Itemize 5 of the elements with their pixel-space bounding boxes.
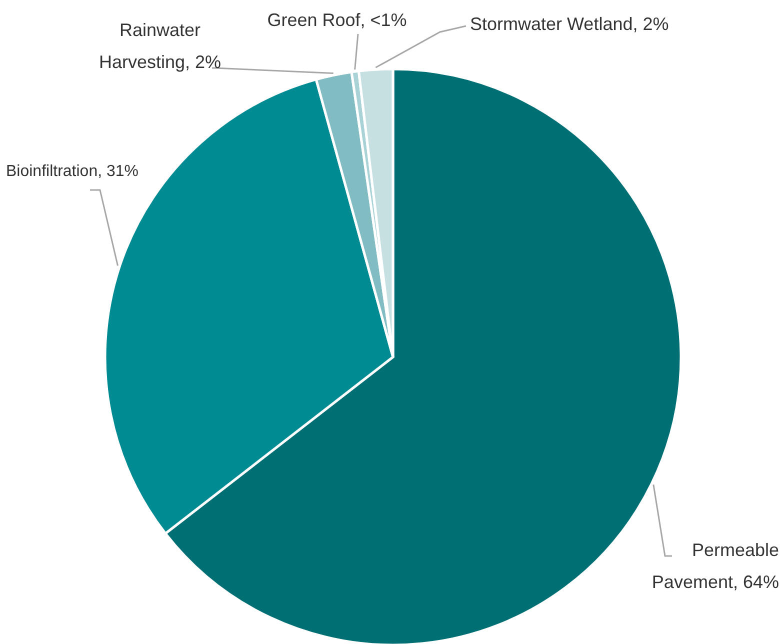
slice-label: Permeable Pavement, 64% bbox=[652, 540, 779, 592]
slice-label: Green Roof, <1% bbox=[267, 10, 407, 30]
slice-label: Stormwater Wetland, 2% bbox=[470, 14, 669, 34]
slice-label: Rainwater Harvesting, 2% bbox=[98, 20, 222, 72]
slice-label: Bioinfiltration, 31% bbox=[6, 163, 139, 180]
